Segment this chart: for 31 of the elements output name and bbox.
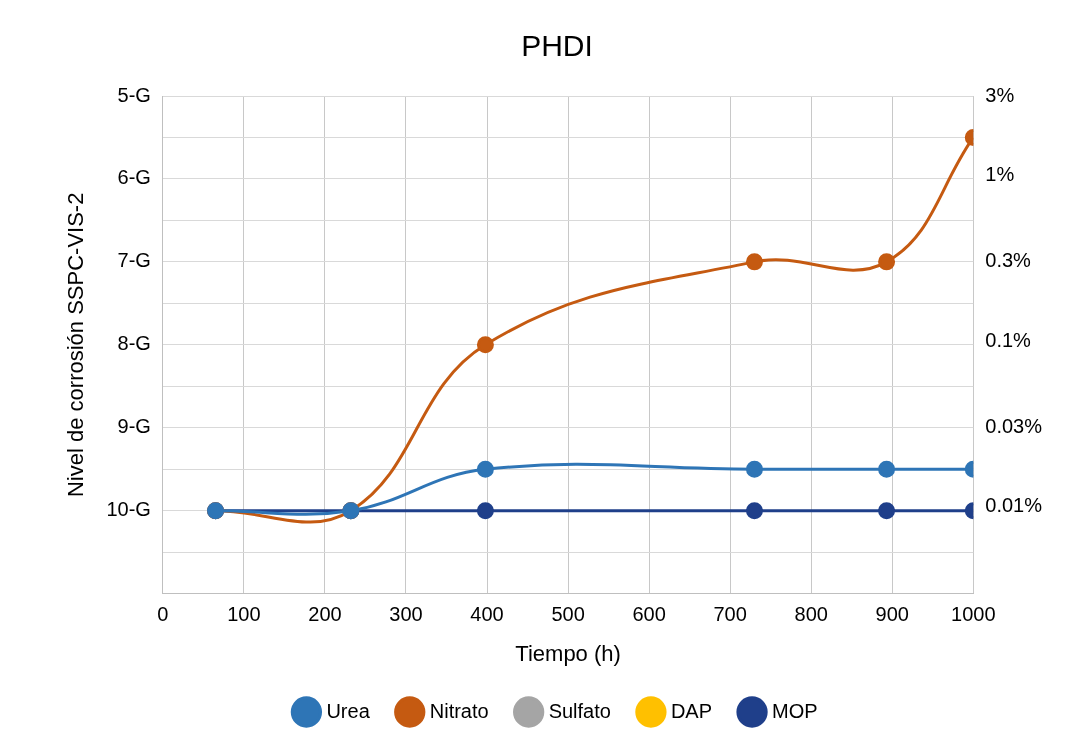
y-tick-label: 6-G <box>117 166 151 189</box>
x-tick-label: 500 <box>551 603 585 626</box>
x-tick-label: 400 <box>470 603 504 626</box>
x-tick-label: 0 <box>157 603 169 626</box>
y-tick-label: 9-G <box>117 415 151 438</box>
chart-title: PHDI <box>521 29 593 63</box>
x-tick-label: 800 <box>794 603 828 626</box>
x-tick-label: 600 <box>632 603 666 626</box>
y-tick-label: 7-G <box>117 249 151 272</box>
legend-label: Sulfato <box>548 699 611 722</box>
y2-tick-label: 3% <box>985 83 1015 106</box>
legend-label: MOP <box>772 699 818 722</box>
x-tick-label: 100 <box>227 603 261 626</box>
y2-tick-label: 0.03% <box>985 415 1043 438</box>
x-tick-label: 700 <box>713 603 747 626</box>
y-axis-title: Nivel de corrosión SSPC-VIS-2 <box>63 192 89 498</box>
x-tick-label: 300 <box>389 603 423 626</box>
y-tick-label: 10-G <box>106 498 151 521</box>
y-tick-label: 8-G <box>117 332 151 355</box>
y2-tick-label: 0.01% <box>985 494 1043 517</box>
x-tick-label: 1000 <box>951 603 996 626</box>
legend-label: DAP <box>670 699 713 722</box>
x-tick-label: 200 <box>308 603 342 626</box>
legend-label: Nitrato <box>429 699 489 722</box>
y2-tick-label: 0.3% <box>985 249 1032 272</box>
x-tick-label: 900 <box>875 603 909 626</box>
y2-tick-label: 1% <box>985 162 1015 185</box>
y-tick-label: 5-G <box>117 83 151 106</box>
x-axis-title: Tiempo (h) <box>515 640 621 666</box>
legend-label: Urea <box>326 699 371 722</box>
y2-tick-label: 0.1% <box>985 328 1032 351</box>
